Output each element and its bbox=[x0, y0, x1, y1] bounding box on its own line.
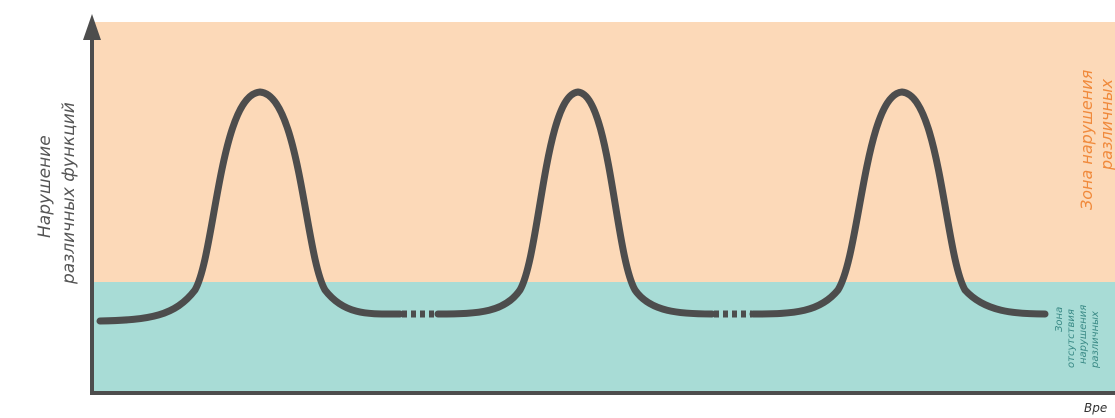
curve-segment-1 bbox=[96, 88, 404, 325]
y-axis-arrow-icon bbox=[83, 14, 101, 40]
curve-segment-3 bbox=[749, 88, 1049, 318]
svg-text:Зона нарушения: Зона нарушения bbox=[1077, 69, 1096, 210]
svg-text:различных функций: различных функций bbox=[59, 102, 79, 285]
svg-text:различных: различных bbox=[1097, 78, 1115, 171]
svg-text:нарушения: нарушения bbox=[1078, 305, 1089, 364]
lower-zone bbox=[92, 282, 1115, 392]
svg-text:Нарушение: Нарушение bbox=[35, 135, 55, 238]
upper-zone-label: Зона нарушения различных bbox=[1077, 69, 1115, 210]
x-axis-label: Вре bbox=[1084, 401, 1107, 415]
svg-text:Зона: Зона bbox=[1054, 307, 1065, 332]
svg-text:различных: различных bbox=[1090, 311, 1101, 369]
y-axis-label: Нарушение различных функций bbox=[35, 102, 79, 285]
lower-zone-label: Зона отсутствия нарушения различных bbox=[1054, 305, 1101, 369]
curve-segment-2 bbox=[434, 88, 716, 318]
svg-text:отсутствия: отсутствия bbox=[1066, 309, 1077, 368]
